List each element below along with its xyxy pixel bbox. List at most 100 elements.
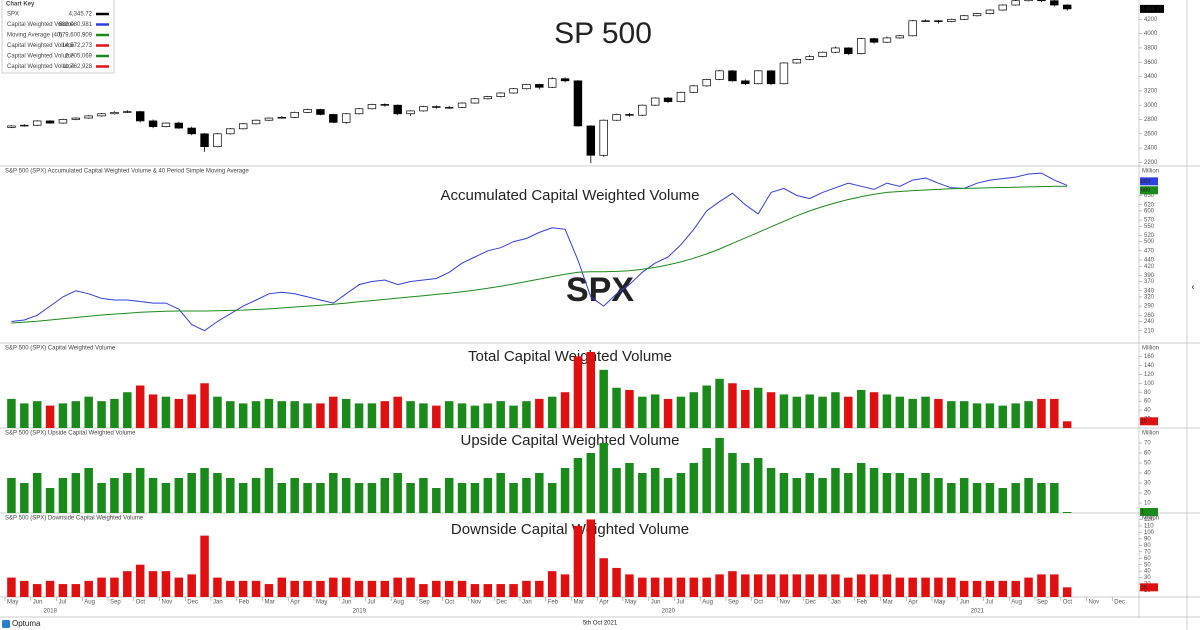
- bar: [895, 577, 905, 597]
- candle-body: [766, 70, 776, 85]
- bar: [187, 394, 196, 428]
- candle-body: [625, 114, 634, 116]
- bar: [1050, 483, 1059, 513]
- bar: [329, 577, 338, 597]
- bar: [998, 580, 1008, 597]
- chart-key-name: SPX: [7, 12, 19, 18]
- bar: [663, 478, 673, 513]
- x-tick-label: Jan: [831, 600, 841, 606]
- bar: [277, 401, 287, 428]
- candle-body: [393, 104, 402, 115]
- y-tick-label: 260: [1144, 313, 1155, 319]
- bar: [470, 483, 480, 513]
- axis-unit: Million: [1142, 516, 1159, 522]
- bar: [625, 463, 634, 513]
- chart-key-name: Capital Weighted Volume: [7, 54, 75, 60]
- y-tick-label: 120: [1144, 372, 1155, 378]
- x-tick-label: Jan: [213, 600, 223, 606]
- candle-body: [547, 78, 557, 88]
- bar: [251, 478, 261, 513]
- bar: [856, 574, 866, 597]
- y-tick-label: 70: [1144, 441, 1151, 447]
- value-tag-box: [1140, 177, 1158, 186]
- bar: [71, 473, 81, 513]
- bar: [432, 405, 441, 428]
- bar: [895, 396, 905, 428]
- x-tick-label: Oct: [754, 600, 764, 606]
- bar: [45, 488, 55, 513]
- bar: [496, 584, 505, 597]
- bar: [264, 584, 274, 597]
- bar: [84, 468, 93, 513]
- y-tick-label: 50: [1144, 562, 1151, 568]
- panel-subtitle: S&P 500 (SPX) Accumulated Capital Weight…: [5, 169, 249, 175]
- bar: [419, 478, 428, 513]
- bar: [71, 584, 81, 597]
- x-tick-label: May: [316, 600, 327, 606]
- bar: [947, 401, 956, 428]
- bar: [457, 403, 467, 428]
- bar: [792, 574, 802, 597]
- candle-body: [135, 111, 145, 122]
- bar: [200, 468, 209, 513]
- candle-body: [419, 106, 428, 112]
- bar: [535, 580, 544, 597]
- bar: [174, 478, 184, 513]
- value-tag-box: [1140, 583, 1158, 592]
- y-tick-label: 340: [1144, 288, 1155, 294]
- panel-subtitle: S&P 500 (SPX) Upside Capital Weighted Vo…: [5, 431, 136, 437]
- bar: [882, 574, 892, 597]
- panel-title: Downside Capital Weighted Volume: [451, 521, 689, 538]
- bar: [934, 398, 943, 428]
- bar: [419, 584, 428, 597]
- bar: [110, 478, 119, 513]
- bar: [869, 392, 879, 428]
- bar: [58, 584, 68, 597]
- bar: [1011, 483, 1020, 513]
- bar: [264, 398, 274, 428]
- bar: [32, 584, 42, 597]
- value-tag-box: [1140, 4, 1164, 13]
- bar: [676, 473, 686, 513]
- bar: [959, 580, 969, 597]
- bar: [573, 356, 583, 428]
- collapse-arrow[interactable]: ‹: [1192, 281, 1195, 291]
- y-tick-label: 500: [1144, 239, 1155, 245]
- bar: [702, 385, 711, 428]
- chart-key-name: Capital Weighted Volume: [7, 43, 75, 49]
- candle-body: [1050, 0, 1059, 6]
- candle-body: [1024, 0, 1033, 2]
- x-tick-label: Feb: [239, 600, 250, 606]
- bar: [689, 463, 699, 513]
- bar: [882, 473, 892, 513]
- bar: [290, 401, 299, 428]
- bar: [741, 574, 750, 597]
- value-tag-box: [1140, 417, 1158, 426]
- candle-body: [187, 127, 196, 135]
- candle-body: [805, 56, 814, 60]
- bar: [238, 580, 248, 597]
- bar: [612, 567, 621, 597]
- candle-body: [290, 111, 299, 118]
- bar: [689, 577, 699, 597]
- year-label: 2019: [353, 609, 367, 615]
- y-tick-label: 100: [1144, 381, 1155, 387]
- candle-body: [161, 122, 171, 127]
- y-tick-label: 320: [1144, 294, 1155, 300]
- candle-body: [406, 110, 415, 115]
- bar: [779, 394, 789, 428]
- bar: [560, 574, 570, 597]
- candle-body: [638, 104, 647, 116]
- bar: [908, 398, 917, 428]
- bar: [805, 394, 814, 428]
- x-tick-label: Dec: [805, 600, 816, 606]
- y-tick-label: 60: [1144, 556, 1151, 562]
- candle-body: [1037, 0, 1046, 2]
- x-tick-label: Nov: [162, 600, 173, 606]
- x-tick-label: Nov: [780, 600, 791, 606]
- candle-body: [367, 104, 377, 110]
- bar: [844, 577, 853, 597]
- bar: [58, 478, 68, 513]
- bar: [84, 396, 93, 428]
